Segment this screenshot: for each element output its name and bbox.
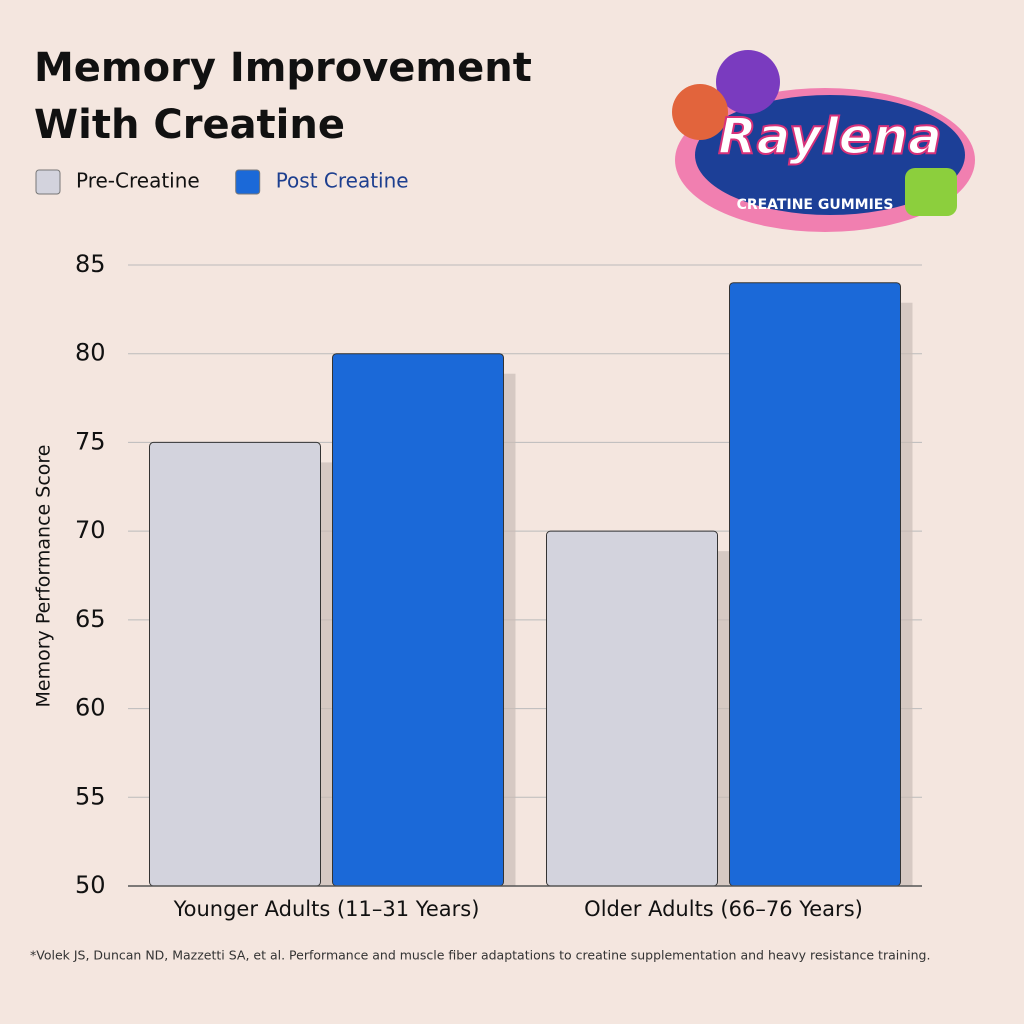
logo-gummy (905, 168, 957, 216)
logo-tagline: CREATINE GUMMIES (737, 197, 894, 213)
footnote: *Volek JS, Duncan ND, Mazzetti SA, et al… (30, 948, 930, 963)
y-tick-label: 65 (75, 605, 106, 633)
y-tick-label: 60 (75, 694, 106, 722)
legend-label: Pre-Creatine (76, 169, 200, 193)
y-tick-label: 85 (75, 250, 106, 278)
chart-title: Memory Improvement With Creatine (34, 45, 532, 148)
logo-gummy (716, 50, 780, 114)
logo: Raylena CREATINE GUMMIES (672, 50, 975, 232)
bar (729, 282, 901, 887)
bar (149, 441, 321, 887)
logo-brand: Raylena (718, 108, 942, 166)
y-axis-label: Memory Performance Score (33, 445, 55, 708)
bar (546, 530, 718, 887)
x-tick-label: Younger Adults (11–31 Years) (173, 897, 480, 921)
y-tick-label: 80 (75, 339, 106, 367)
legend-swatch (235, 169, 261, 195)
y-tick-label: 55 (75, 782, 106, 810)
y-tick-label: 70 (75, 516, 106, 544)
y-tick-label: 75 (75, 427, 106, 455)
bar (332, 353, 504, 887)
y-tick-label: 50 (75, 871, 106, 899)
logo-badge (695, 95, 965, 215)
legend-swatch (35, 169, 61, 195)
logo-gummy (672, 84, 728, 140)
legend-label: Post Creatine (276, 169, 409, 193)
x-tick-label: Older Adults (66–76 Years) (584, 897, 863, 921)
